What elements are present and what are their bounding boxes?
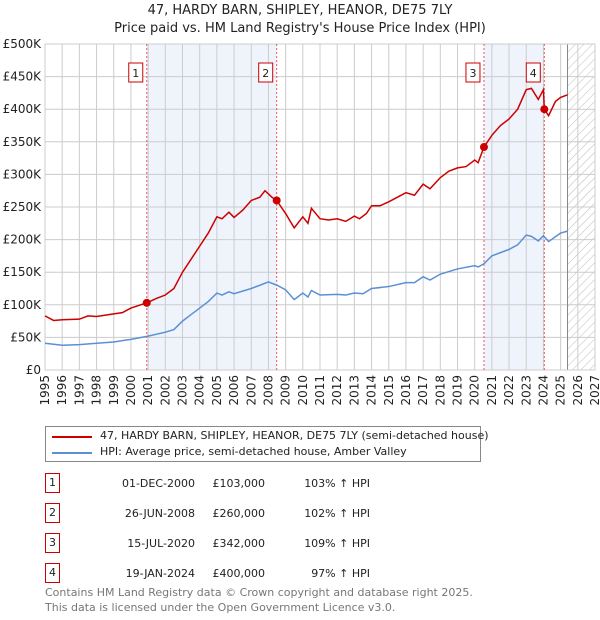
sale-price: £260,000 (212, 507, 266, 520)
legend: 47, HARDY BARN, SHIPLEY, HEANOR, DE75 7L… (45, 426, 489, 462)
footer-line-1: Contains HM Land Registry data © Crown c… (45, 586, 473, 599)
y-tick-label: £350K (3, 135, 43, 149)
x-tick-label: 1998 (90, 375, 104, 406)
x-tick-label: 2021 (485, 375, 499, 406)
x-tick-label: 2015 (382, 375, 396, 406)
chart-subtitle: Price paid vs. HM Land Registry's House … (114, 21, 486, 36)
y-tick-label: £300K (3, 167, 43, 181)
x-tick-label: 2009 (279, 375, 293, 406)
sale-label-box (128, 62, 144, 83)
x-tick-label: 2000 (124, 375, 138, 406)
sale-label: 4 (530, 67, 537, 80)
x-tick-label: 1999 (107, 375, 121, 406)
x-tick-label: 2026 (571, 375, 585, 406)
sale-row: 3 15-JUL-2020 £342,000 109% ↑ HPI (45, 533, 445, 553)
y-tick-label: £150K (3, 265, 43, 279)
sale-label-box (525, 62, 541, 83)
sale-date: 26-JUN-2008 (124, 507, 195, 520)
sale-number: 4 (45, 563, 60, 583)
sale-label-box (465, 62, 481, 83)
sale-date: 19-JAN-2024 (125, 567, 195, 580)
sale-price: £400,000 (212, 567, 266, 580)
sale-hpi: 109% ↑ HPI (304, 537, 370, 550)
x-tick-label: 2025 (554, 375, 568, 406)
chart-title: 47, HARDY BARN, SHIPLEY, HEANOR, DE75 7L… (147, 3, 453, 18)
y-tick-label: £100K (3, 298, 43, 312)
sale-price: £103,000 (212, 477, 266, 490)
x-tick-label: 2004 (193, 375, 207, 406)
x-tick-label: 2024 (536, 375, 550, 406)
x-tick-label: 2014 (365, 375, 379, 406)
sale-row: 4 19-JAN-2024 £400,000 97% ↑ HPI (45, 563, 445, 583)
sale-label: 2 (262, 67, 269, 80)
x-tick-label: 2008 (261, 375, 275, 406)
y-tick-label: £0 (26, 363, 41, 377)
sale-point (479, 143, 488, 152)
sale-price: £342,000 (212, 537, 266, 550)
y-tick-label: £250K (3, 200, 43, 214)
sale-hpi: 102% ↑ HPI (304, 507, 370, 520)
x-tick-label: 1996 (55, 375, 69, 406)
y-tick-label: £50K (10, 330, 42, 344)
x-tick-label: 1995 (38, 375, 52, 406)
y-tick-label: £500K (3, 37, 43, 51)
x-tick-label: 2013 (347, 375, 361, 406)
x-tick-label: 2022 (502, 375, 516, 406)
x-tick-label: 2007 (244, 375, 258, 406)
sale-number: 2 (45, 503, 60, 523)
x-tick-label: 2012 (330, 375, 344, 406)
y-tick-label: £200K (3, 233, 43, 247)
x-tick-label: 2006 (227, 375, 241, 406)
sale-number: 3 (45, 533, 60, 553)
x-tick-label: 2003 (176, 375, 190, 406)
y-tick-label: £450K (3, 70, 43, 84)
x-tick-label: 2018 (433, 375, 447, 406)
sale-hpi: 103% ↑ HPI (304, 477, 370, 490)
sale-hpi: 97% ↑ HPI (311, 567, 370, 580)
x-tick-label: 2005 (210, 375, 224, 406)
legend-swatch-hpi (52, 452, 92, 454)
sale-row: 2 26-JUN-2008 £260,000 102% ↑ HPI (45, 503, 445, 523)
x-tick-label: 2019 (451, 375, 465, 406)
sale-date: 01-DEC-2000 (121, 477, 195, 490)
legend-label-hpi: HPI: Average price, semi-detached house,… (100, 445, 407, 458)
legend-label-property: 47, HARDY BARN, SHIPLEY, HEANOR, DE75 7L… (100, 429, 489, 442)
sale-label: 3 (469, 67, 476, 80)
plot-area: £0 £50K £100K £150K £200K £250K £300K £350K £400… (3, 37, 600, 406)
x-tick-label: 1997 (72, 375, 86, 406)
sale-point (540, 105, 549, 114)
sale-point (142, 298, 151, 307)
plot-border (44, 43, 596, 371)
x-tick-label: 2010 (296, 375, 310, 406)
x-tick-label: 2001 (141, 375, 155, 406)
hpi-line (44, 230, 568, 346)
sale-row: 1 01-DEC-2000 £103,000 103% ↑ HPI (45, 473, 445, 493)
legend-swatch-property (52, 436, 92, 438)
footer-line-2: This data is licensed under the Open Gov… (45, 601, 396, 614)
x-tick-label: 2027 (588, 375, 600, 406)
x-tick-label: 2011 (313, 375, 327, 406)
sale-label: 1 (132, 67, 139, 80)
x-tick-label: 2002 (158, 375, 172, 406)
y-tick-label: £400K (3, 102, 43, 116)
sale-point (272, 196, 281, 205)
property-line (44, 86, 568, 322)
sale-number: 1 (45, 473, 60, 493)
sale-date: 15-JUL-2020 (127, 537, 195, 550)
x-tick-label: 2017 (416, 375, 430, 406)
x-tick-label: 2016 (399, 375, 413, 406)
x-tick-label: 2023 (519, 375, 533, 406)
sale-label-box (258, 62, 274, 83)
x-tick-label: 2020 (468, 375, 482, 406)
